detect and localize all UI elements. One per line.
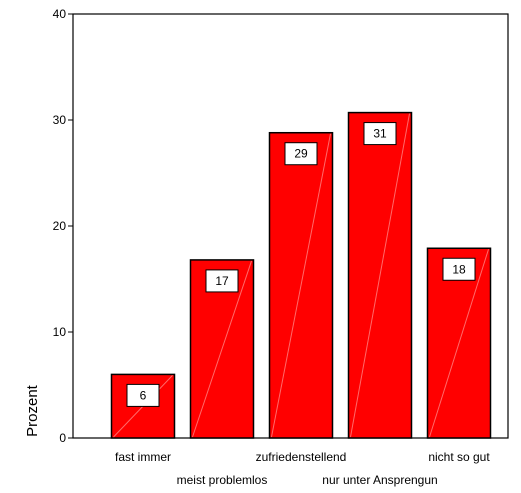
y-axis-ticks: 0 10 20 30 40 bbox=[53, 7, 73, 445]
data-label: 18 bbox=[452, 262, 466, 276]
bar-4: 31 bbox=[347, 111, 413, 439]
y-tick-label: 10 bbox=[53, 325, 67, 339]
bar-5: 18 bbox=[426, 247, 492, 439]
category-label: nicht so gut bbox=[428, 450, 490, 464]
data-label: 17 bbox=[215, 274, 229, 288]
bar-shade-line bbox=[192, 260, 252, 438]
bar-rect bbox=[347, 111, 413, 439]
bar-shade-line bbox=[271, 133, 331, 438]
y-tick-label: 0 bbox=[59, 431, 66, 445]
category-label: fast immer bbox=[115, 450, 171, 464]
y-tick-label: 20 bbox=[53, 219, 67, 233]
category-label: meist problemlos bbox=[177, 473, 268, 487]
data-label-box bbox=[205, 269, 239, 293]
bar-shade-line bbox=[350, 113, 410, 438]
bar-2: 17 bbox=[189, 259, 255, 439]
y-tick-label: 40 bbox=[53, 7, 67, 21]
data-label: 31 bbox=[373, 127, 387, 141]
bars-group: 6 17 29 31 18 bbox=[110, 111, 492, 439]
category-label: zufriedenstellend bbox=[256, 450, 347, 464]
y-axis-label: Prozent bbox=[24, 384, 41, 437]
data-label-box bbox=[126, 383, 160, 407]
data-label-box bbox=[284, 142, 318, 166]
data-label: 29 bbox=[294, 147, 308, 161]
y-tick-label: 30 bbox=[53, 113, 67, 127]
category-label: nur unter Ansprengun bbox=[322, 473, 437, 487]
data-label-box bbox=[442, 257, 476, 281]
bar-1: 6 bbox=[110, 373, 176, 439]
x-axis-category-labels: fast immer meist problemlos zufriedenstell… bbox=[115, 450, 490, 487]
bar-3: 29 bbox=[268, 131, 334, 439]
bar-shade-line bbox=[429, 249, 489, 438]
data-label-box bbox=[363, 122, 397, 146]
data-label: 6 bbox=[140, 388, 147, 402]
